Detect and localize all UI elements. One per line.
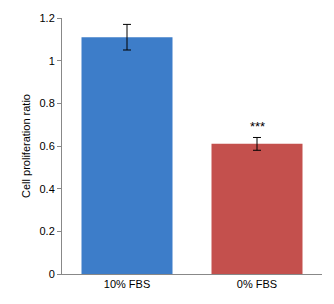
svg-text:0.4: 0.4 — [40, 183, 55, 195]
svg-text:0% FBS: 0% FBS — [237, 278, 277, 290]
svg-text:0.6: 0.6 — [40, 140, 55, 152]
svg-text:0.8: 0.8 — [40, 97, 55, 109]
svg-text:10% FBS: 10% FBS — [104, 278, 150, 290]
svg-text:Cell proliferation ratio: Cell proliferation ratio — [20, 94, 32, 198]
svg-text:***: *** — [250, 119, 265, 134]
svg-text:0: 0 — [49, 268, 55, 280]
svg-text:1: 1 — [49, 55, 55, 67]
svg-text:0.2: 0.2 — [40, 225, 55, 237]
svg-text:1.2: 1.2 — [40, 12, 55, 24]
